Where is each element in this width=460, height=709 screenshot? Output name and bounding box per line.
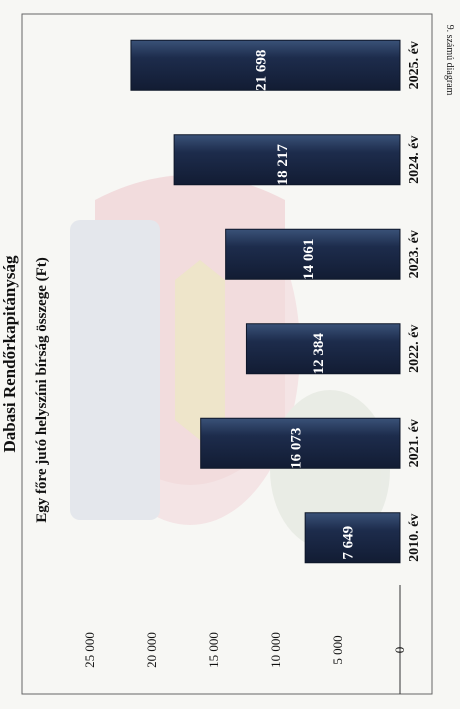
bar: [173, 134, 401, 186]
data-label: 7 649: [341, 526, 357, 560]
bar: [130, 39, 401, 91]
data-label: 12 384: [311, 333, 327, 375]
bar: [225, 228, 401, 280]
bar: [245, 323, 401, 375]
data-label: 14 061: [301, 239, 317, 280]
category-label: 2022. év: [407, 325, 422, 373]
tick-label: 10 000: [268, 632, 283, 668]
category-label: 2024. év: [407, 136, 422, 184]
data-label: 21 698: [253, 50, 269, 91]
tick-label: 20 000: [144, 632, 159, 668]
diagram-number-note: 9. számú diagram: [444, 25, 455, 96]
bar: [200, 417, 401, 469]
data-label: 18 217: [275, 144, 291, 186]
category-label: 2010. év: [407, 514, 422, 562]
tick-label: 5 000: [330, 635, 345, 664]
tick-label: 25 000: [82, 632, 97, 668]
tick-label: 0: [392, 647, 407, 654]
chart-frame: [21, 13, 433, 695]
chart-title: Dabasi Rendőrkapitányság: [0, 255, 19, 452]
data-label: 16 073: [288, 428, 304, 469]
category-label: 2023. év: [407, 230, 422, 278]
chart-subtitle: Egy főre jutó helyszíni bírság összege (…: [34, 257, 50, 523]
category-label: 2021. év: [407, 419, 422, 467]
bar: [304, 512, 401, 564]
tick-label: 15 000: [206, 632, 221, 668]
category-label: 2025. év: [407, 41, 422, 89]
